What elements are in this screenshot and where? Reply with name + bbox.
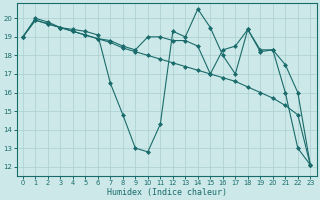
X-axis label: Humidex (Indice chaleur): Humidex (Indice chaleur) xyxy=(107,188,227,197)
